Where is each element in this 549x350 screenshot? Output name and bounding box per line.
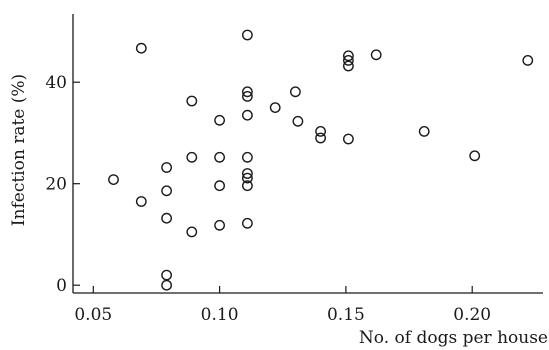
data-point xyxy=(214,219,226,231)
x-tick-label: 0.05 xyxy=(74,305,112,325)
data-point xyxy=(186,151,198,163)
data-point xyxy=(214,180,226,192)
data-point xyxy=(241,217,253,229)
data-point xyxy=(108,174,119,186)
data-point xyxy=(469,150,481,162)
data-point xyxy=(161,269,173,281)
data-point xyxy=(289,86,301,98)
data-point xyxy=(214,114,226,126)
data-point xyxy=(161,279,173,291)
data-point xyxy=(241,86,253,98)
x-tick-label: 0.15 xyxy=(327,305,365,325)
x-axis-ticks: 0.05 0.10 0.15 0.20 xyxy=(74,286,491,325)
data-point xyxy=(241,180,253,192)
x-axis-title: No. of dogs per house xyxy=(359,328,548,348)
data-point xyxy=(522,55,534,66)
data-point xyxy=(135,42,147,54)
data-point xyxy=(186,95,198,107)
x-tick-label: 0.20 xyxy=(453,305,491,325)
data-point xyxy=(342,50,354,62)
data-point xyxy=(161,212,173,224)
data-point xyxy=(241,91,253,102)
y-tick-label: 40 xyxy=(45,73,67,93)
data-point xyxy=(186,226,198,238)
data-point xyxy=(269,102,281,114)
data-point xyxy=(342,60,354,72)
data-point xyxy=(342,133,354,145)
data-point xyxy=(292,115,304,127)
data-points xyxy=(108,29,534,291)
data-point xyxy=(135,196,147,207)
y-axis-title: Infection rate (%) xyxy=(9,74,29,226)
data-point xyxy=(241,168,253,179)
data-point xyxy=(315,125,326,137)
x-tick-label: 0.10 xyxy=(201,305,239,325)
y-tick-label: 0 xyxy=(56,276,67,296)
data-point xyxy=(161,185,173,197)
data-point xyxy=(241,151,253,163)
data-point xyxy=(214,151,226,163)
data-point xyxy=(370,49,382,61)
y-tick-label: 20 xyxy=(45,175,67,195)
data-point xyxy=(241,172,253,184)
data-point xyxy=(342,55,354,66)
data-point xyxy=(315,132,326,144)
data-point xyxy=(241,109,253,121)
y-axis-ticks: 0 20 40 xyxy=(45,73,80,296)
data-point xyxy=(241,29,253,41)
data-point xyxy=(161,162,173,173)
data-point xyxy=(418,125,430,137)
